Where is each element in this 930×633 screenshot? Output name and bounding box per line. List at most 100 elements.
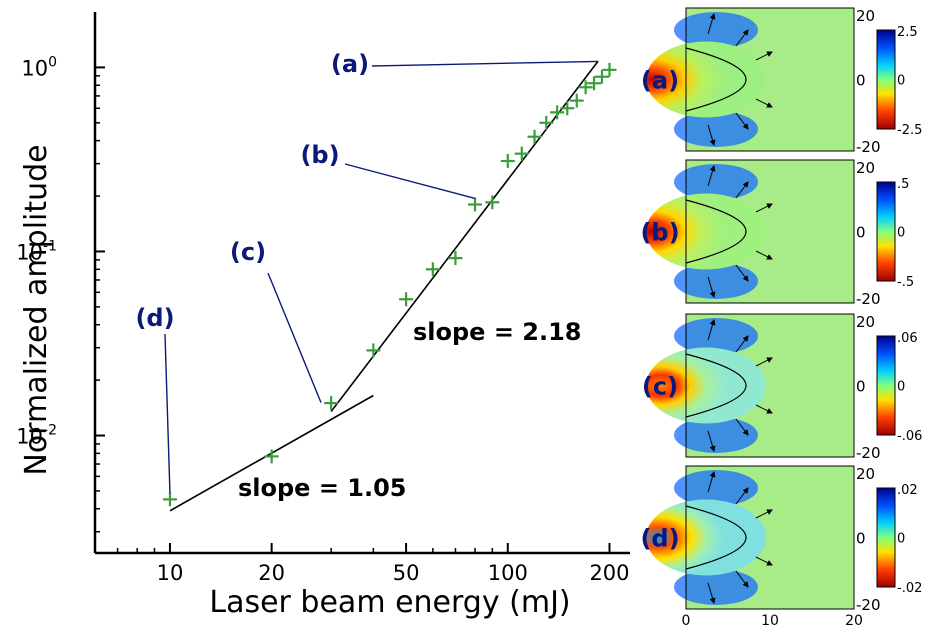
colorbar-mid-label: 0 xyxy=(897,380,905,395)
arrow-icon xyxy=(735,335,749,353)
annotation-label: (d) xyxy=(135,304,174,332)
colorbar-max-label: .02 xyxy=(897,483,918,498)
fit-label-high: slope = 2.18 xyxy=(413,318,582,346)
data-point xyxy=(560,101,575,116)
arrow-icon xyxy=(707,13,716,35)
heatmap-contour xyxy=(685,199,747,264)
data-point xyxy=(587,76,602,91)
arrow-icon xyxy=(755,203,773,213)
heatmap-lobe xyxy=(674,318,758,354)
panel-y-mid: 0 xyxy=(856,224,866,242)
y-tick-label: 10-1 xyxy=(16,238,57,264)
data-point xyxy=(468,197,483,212)
y-tick-label: 10-2 xyxy=(16,423,57,449)
arrow-icon xyxy=(735,112,749,130)
arrow-icon xyxy=(755,556,773,566)
axis-ticks: 10 20 50 100 200 10-2 10-1 100 xyxy=(16,54,629,585)
data-point xyxy=(514,146,529,161)
heatmap-frame xyxy=(685,465,855,610)
arrow-icon xyxy=(735,570,749,588)
data-point xyxy=(162,492,177,507)
arrow-icon xyxy=(755,98,773,108)
data-point xyxy=(399,292,414,307)
panel-y-mid: 0 xyxy=(856,530,866,548)
heatmap-panel: 20 0 -20 2.5 0 -2.5 (a) xyxy=(641,7,922,156)
panel-y-top: 20 xyxy=(856,313,875,331)
heatmap-core xyxy=(646,499,766,576)
heatmap-contour xyxy=(685,353,747,418)
panel-x-tick-label: 0 xyxy=(682,613,691,629)
arrow-icon xyxy=(735,181,749,199)
colorbar-mid-label: 0 xyxy=(897,74,905,89)
data-point xyxy=(324,396,339,411)
data-points xyxy=(162,62,617,507)
heatmap-core xyxy=(646,41,766,118)
panel-y-top: 20 xyxy=(856,465,875,483)
panel-label: (a) xyxy=(641,67,679,95)
panel-y-mid: 0 xyxy=(856,72,866,90)
heatmap-panel: 20 0 -20 .02 0 -.02 (d) 0 10 20 xyxy=(640,465,922,629)
x-tick-label: 100 xyxy=(488,561,528,585)
arrow-icon xyxy=(707,471,716,493)
arrow-icon xyxy=(755,250,773,260)
heatmap-panel: 20 0 -20 .5 0 -.5 (b) xyxy=(640,159,914,308)
annotation-leader xyxy=(371,60,599,67)
arrow-icon xyxy=(755,404,773,414)
colorbar-mid-label: 0 xyxy=(897,226,905,241)
arrow-icon xyxy=(707,276,716,298)
colorbar xyxy=(876,487,896,588)
colorbar-max-label: 2.5 xyxy=(897,25,918,40)
panel-label: (b) xyxy=(640,219,679,247)
data-point xyxy=(527,129,542,144)
heatmap-frame xyxy=(685,313,855,458)
panel-y-bottom: -20 xyxy=(856,138,881,156)
panel-label: (d) xyxy=(640,525,679,553)
y-tick-label: 100 xyxy=(21,54,57,80)
arrow-icon xyxy=(707,430,716,452)
arrow-icon xyxy=(755,509,773,519)
data-point xyxy=(264,449,279,464)
annotation-leader xyxy=(344,163,476,200)
axes xyxy=(93,12,630,555)
panel-y-mid: 0 xyxy=(856,378,866,396)
panel-x-tick-label: 20 xyxy=(845,613,863,629)
fit-line-2 xyxy=(330,60,599,413)
data-point xyxy=(539,115,554,130)
arrow-icon xyxy=(755,51,773,61)
annotation-leader xyxy=(164,333,171,494)
colorbar-min-label: -2.5 xyxy=(897,123,922,138)
colorbar-mid-label: 0 xyxy=(897,532,905,547)
data-point xyxy=(366,343,381,358)
arrow-icon xyxy=(707,319,716,341)
fit-label-low: slope = 1.05 xyxy=(238,474,407,502)
heatmap-contour xyxy=(685,47,747,112)
annotation-label: (a) xyxy=(331,50,369,78)
heatmap-panels: 20 0 -20 2.5 0 -2.5 (a) 20 0 -20 .5 0 -.5 (b) 20 0 -20 .0… xyxy=(640,7,922,629)
x-tick-label: 20 xyxy=(258,561,285,585)
data-point xyxy=(578,80,593,95)
panel-label: (c) xyxy=(642,373,678,401)
x-tick-label: 50 xyxy=(393,561,420,585)
colorbar-min-label: -.5 xyxy=(897,275,914,290)
data-point xyxy=(425,262,440,277)
panel-y-top: 20 xyxy=(856,159,875,177)
colorbar xyxy=(876,181,896,282)
heatmap-lobe xyxy=(674,164,758,200)
x-tick-label: 10 xyxy=(157,561,184,585)
colorbar-max-label: .5 xyxy=(897,177,909,192)
x-axis-label: Laser beam energy (mJ) xyxy=(209,585,570,620)
annotation-label: (c) xyxy=(230,238,266,266)
data-point xyxy=(602,62,617,77)
panel-y-top: 20 xyxy=(856,7,875,25)
panel-x-tick-label: 10 xyxy=(761,613,779,629)
annotation-leader xyxy=(267,272,322,403)
arrow-icon xyxy=(707,582,716,604)
arrow-icon xyxy=(735,264,749,282)
heatmap-contour xyxy=(685,505,747,570)
arrow-icon xyxy=(735,487,749,505)
arrow-icon xyxy=(707,124,716,146)
data-point xyxy=(448,251,463,266)
heatmap-frame xyxy=(685,7,855,152)
data-point xyxy=(569,93,584,108)
